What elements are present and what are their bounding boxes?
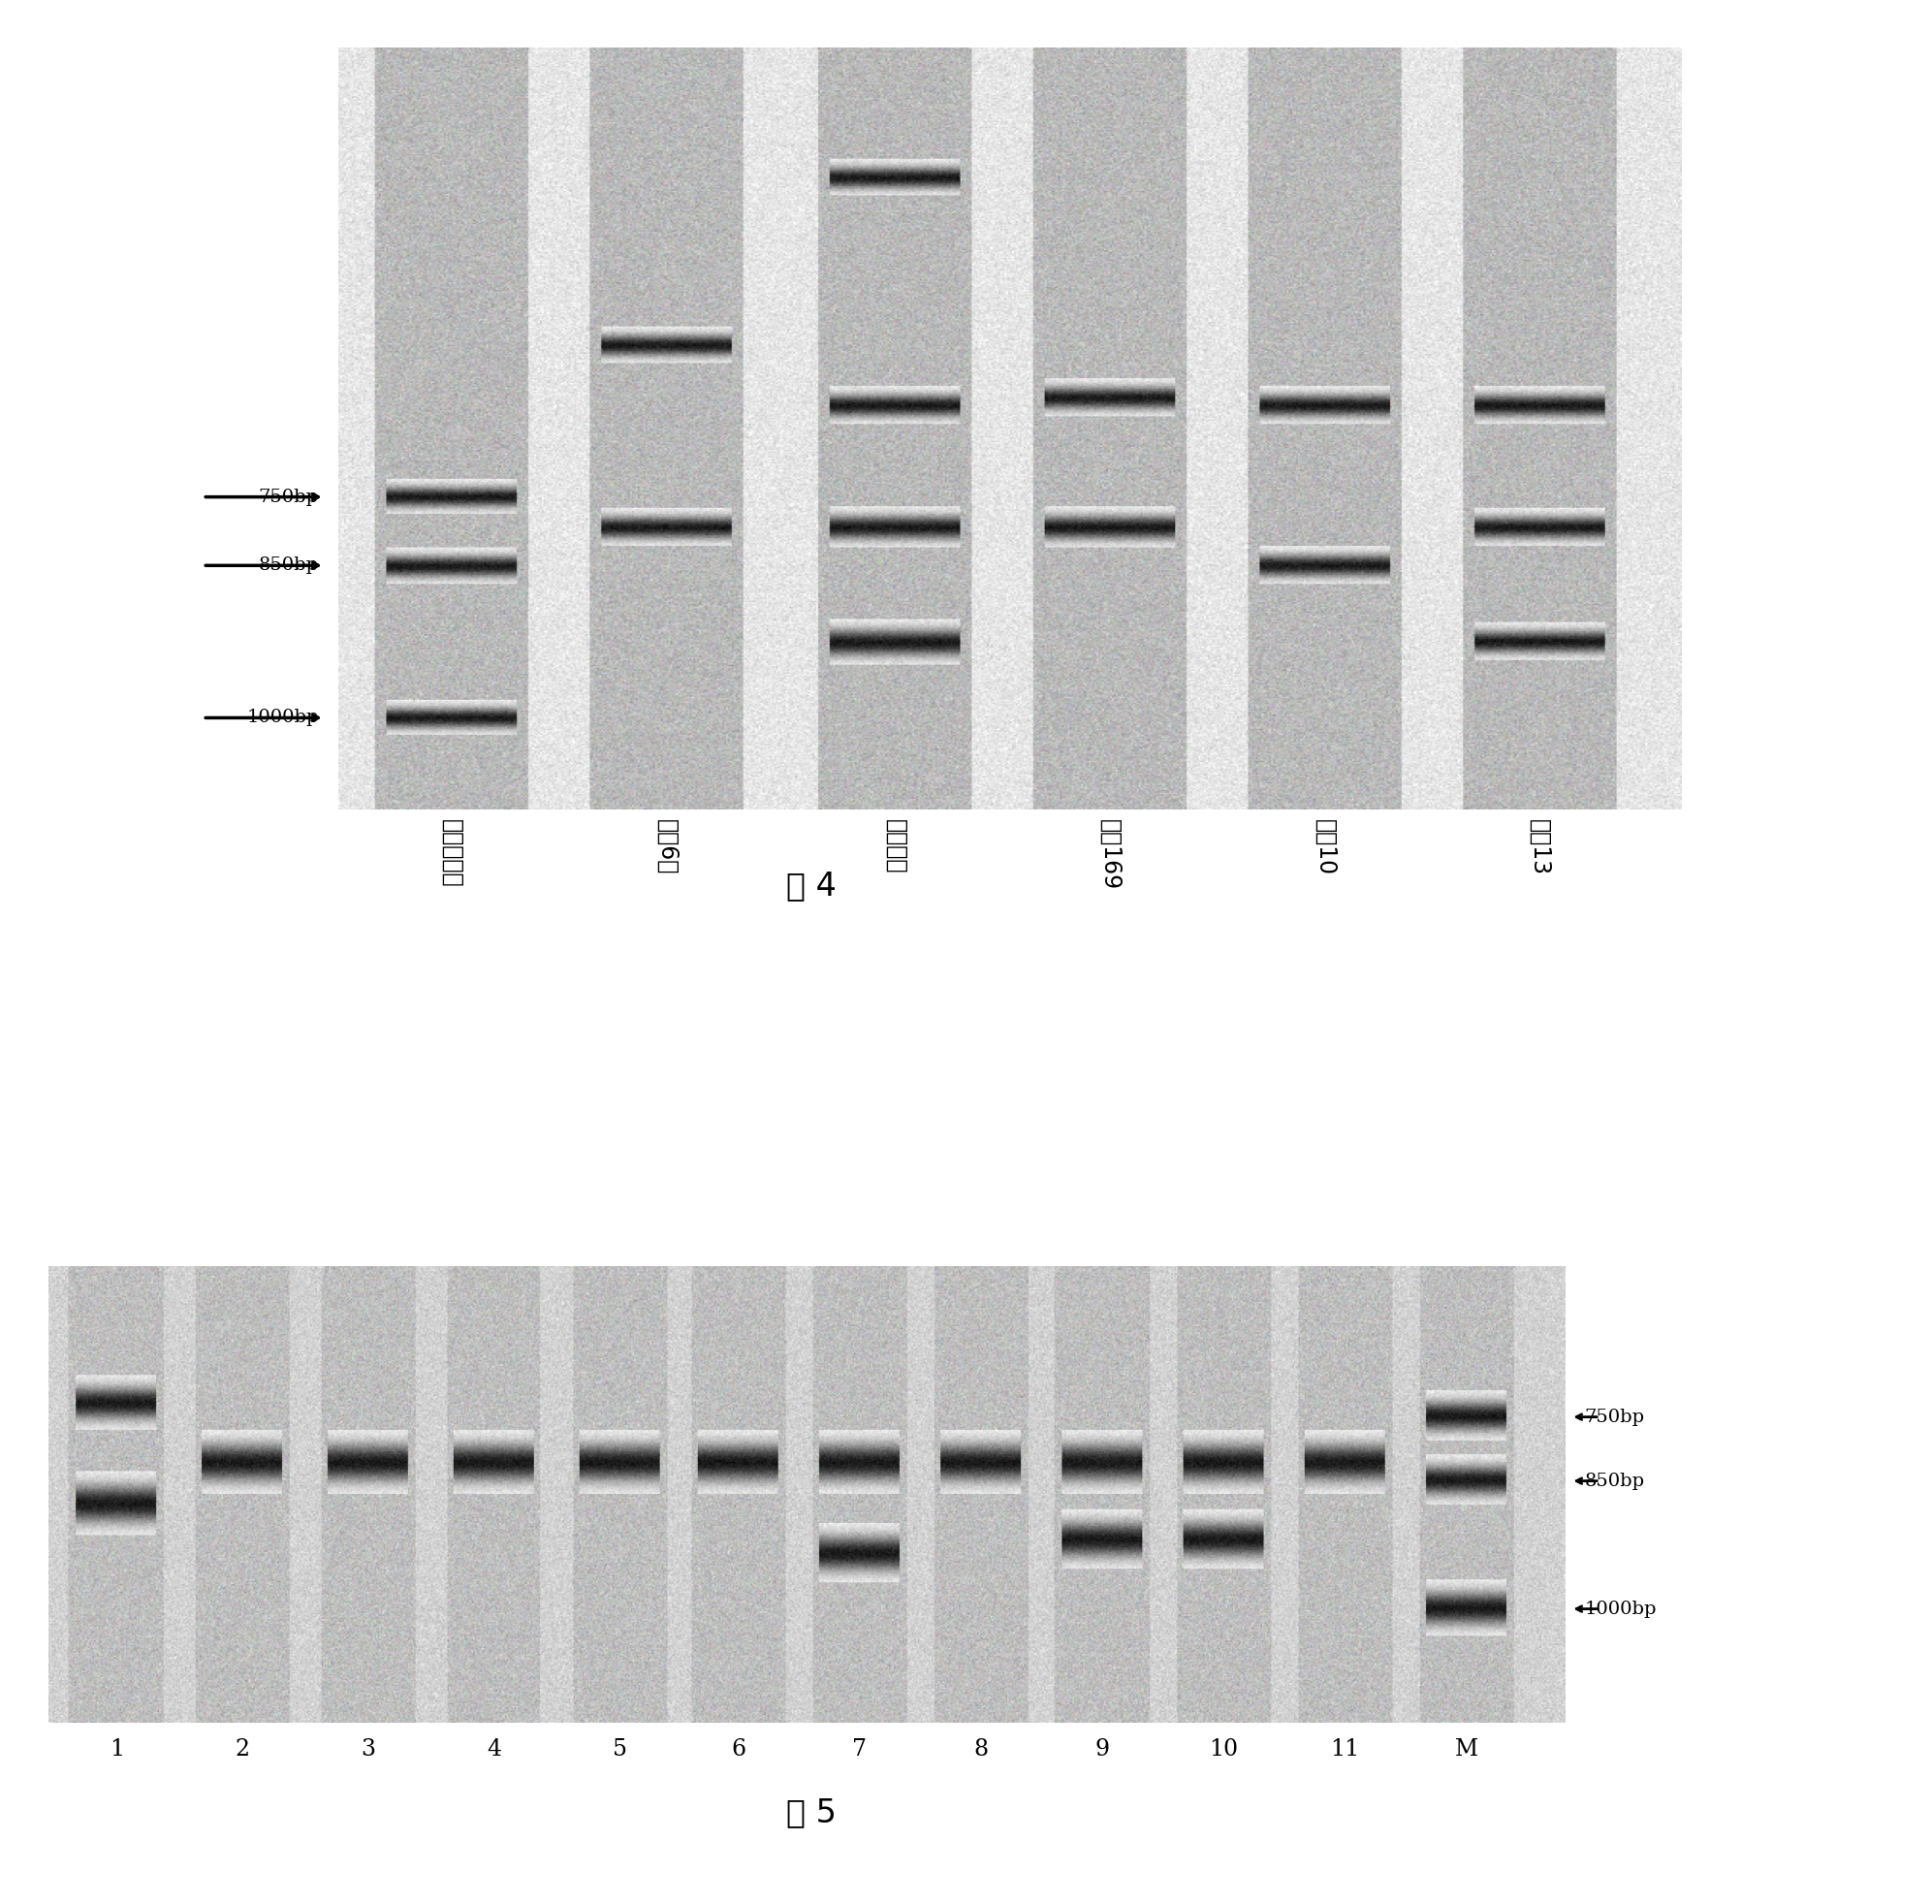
Text: 4: 4 — [487, 1738, 502, 1761]
Text: 2: 2 — [236, 1738, 249, 1761]
Text: 7: 7 — [852, 1738, 867, 1761]
Text: 小偃6号: 小偃6号 — [655, 819, 678, 874]
Text: 3: 3 — [361, 1738, 375, 1761]
Text: 1000bp: 1000bp — [247, 708, 319, 727]
Text: M: M — [1455, 1738, 1478, 1761]
Text: 洛林13: 洛林13 — [1528, 819, 1551, 876]
Text: 1: 1 — [110, 1738, 124, 1761]
Text: 9: 9 — [1095, 1738, 1109, 1761]
Text: 5: 5 — [612, 1738, 628, 1761]
Text: 850bp: 850bp — [1584, 1472, 1644, 1489]
Text: 750bp: 750bp — [259, 487, 319, 506]
Text: 德国白粒: 德国白粒 — [883, 819, 906, 874]
Text: 8: 8 — [974, 1738, 989, 1761]
Text: 分子量标记: 分子量标记 — [440, 819, 464, 887]
Text: 图 4: 图 4 — [786, 870, 837, 901]
Text: 11: 11 — [1331, 1738, 1360, 1761]
Text: 750bp: 750bp — [1584, 1409, 1644, 1426]
Text: 铭贤169: 铭贤169 — [1099, 819, 1122, 889]
Text: 6: 6 — [730, 1738, 746, 1761]
Text: 10: 10 — [1209, 1738, 1238, 1761]
Text: 洛林10: 洛林10 — [1314, 819, 1337, 876]
Text: 1000bp: 1000bp — [1584, 1599, 1656, 1618]
Text: 图 5: 图 5 — [786, 1797, 837, 1828]
Text: 850bp: 850bp — [259, 556, 319, 575]
